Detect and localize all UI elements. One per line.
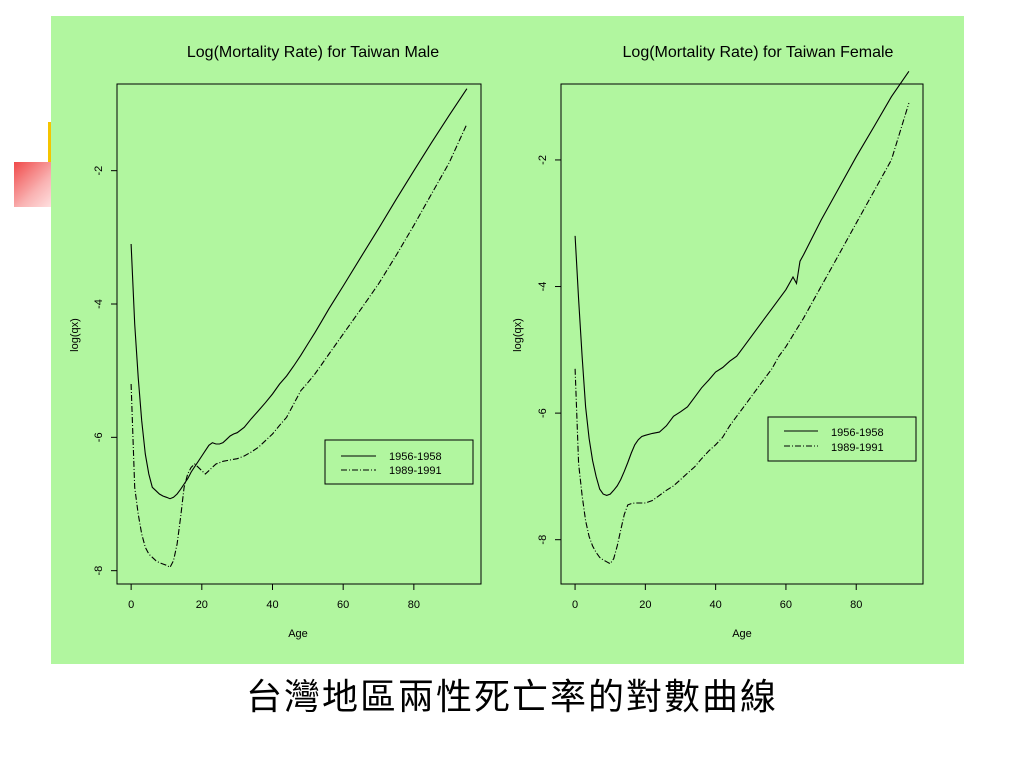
x-tick-label: 0 [128, 599, 134, 611]
chart-title: Log(Mortality Rate) for Taiwan Male [187, 44, 439, 61]
legend-box [767, 416, 917, 462]
y-tick-label: -2 [93, 166, 105, 176]
y-tick-label: -4 [537, 282, 549, 292]
series-lines [130, 88, 468, 569]
x-ticks: 0 20 40 60 80 [572, 584, 862, 611]
x-ticks: 0 20 40 60 80 [128, 584, 420, 611]
legend: 1956-1958 1989-1991 [324, 439, 474, 485]
legend: 1956-1958 1989-1991 [767, 416, 917, 462]
legend-label: 1989-1991 [831, 442, 884, 454]
chart-panel-background [51, 16, 964, 664]
legend-box [324, 439, 474, 485]
legend-label: 1989-1991 [389, 465, 442, 477]
chart-title: Log(Mortality Rate) for Taiwan Female [623, 44, 894, 61]
plot-frame [116, 83, 482, 585]
x-axis-label: Age [288, 628, 308, 640]
x-tick-label: 60 [780, 599, 792, 611]
x-tick-label: 0 [572, 599, 578, 611]
y-tick-label: -8 [537, 535, 549, 545]
y-axis-label: log(qx) [69, 318, 81, 352]
x-tick-label: 80 [850, 599, 862, 611]
series-line-1956-1958 [130, 88, 468, 500]
legend-label: 1956-1958 [389, 451, 442, 463]
series-line-1989-1991 [130, 123, 468, 569]
x-axis-label: Age [732, 628, 752, 640]
series-lines [574, 70, 910, 565]
x-tick-label: 40 [266, 599, 278, 611]
x-tick-label: 80 [408, 599, 420, 611]
y-ticks: -2 -4 -6 -8 [93, 166, 117, 576]
x-tick-label: 20 [196, 599, 208, 611]
y-tick-label: -6 [537, 408, 549, 418]
slide-caption: 台灣地區兩性死亡率的對數曲線 [245, 677, 778, 718]
y-tick-label: -4 [93, 299, 105, 309]
x-tick-label: 20 [639, 599, 651, 611]
y-tick-label: -8 [93, 566, 105, 576]
legend-label: 1956-1958 [831, 427, 884, 439]
x-tick-label: 60 [337, 599, 349, 611]
y-ticks: -2 -4 -6 -8 [537, 155, 561, 545]
series-line-1989-1991 [574, 102, 910, 565]
chart-female: Log(Mortality Rate) for Taiwan Female Ag… [512, 44, 924, 640]
y-axis-label: log(qx) [512, 318, 524, 352]
y-tick-label: -2 [537, 155, 549, 165]
decorative-accent-square [14, 162, 54, 207]
chart-male: Log(Mortality Rate) for Taiwan Male Age … [69, 44, 482, 640]
series-line-1956-1958 [574, 70, 910, 496]
plot-frame [560, 83, 924, 585]
x-tick-label: 40 [710, 599, 722, 611]
y-tick-label: -6 [93, 432, 105, 442]
